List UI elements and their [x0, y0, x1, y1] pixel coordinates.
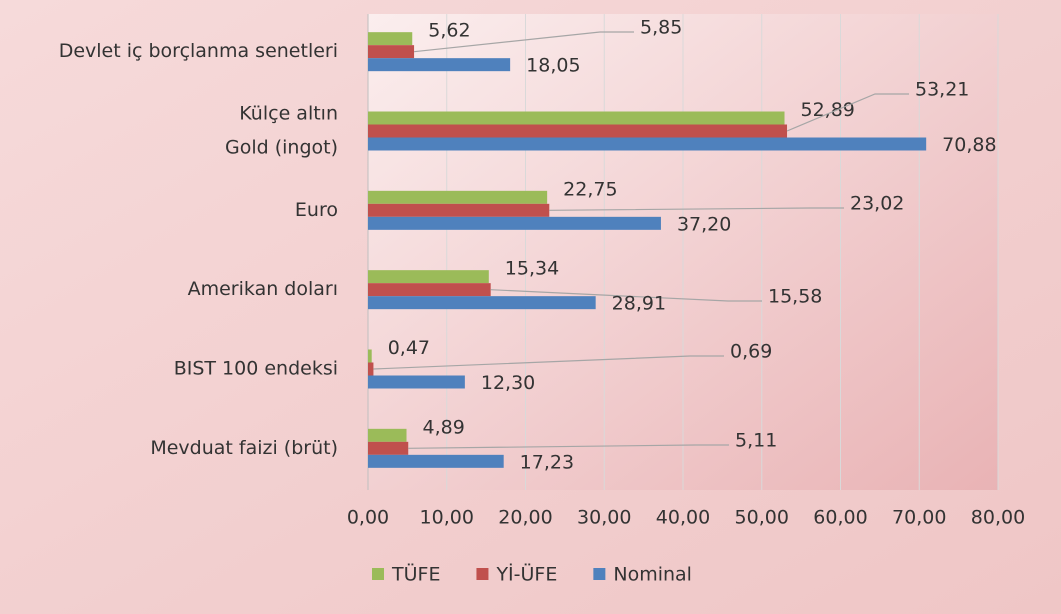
data-label: 15,58: [768, 286, 822, 308]
x-tick-label: 20,00: [498, 507, 552, 529]
data-label: 52,89: [801, 99, 855, 121]
legend-swatch: [593, 568, 606, 580]
bar: [368, 362, 374, 376]
bar: [368, 349, 372, 363]
x-tick-label: 10,00: [420, 507, 474, 529]
data-label: 0,47: [388, 337, 430, 359]
bar: [368, 124, 788, 138]
bar: [368, 283, 491, 297]
y-tick-label: Devlet iç borçlanma senetleri: [59, 40, 338, 62]
x-tick-label: 70,00: [892, 507, 946, 529]
bar: [368, 32, 413, 46]
y-tick-label: Külçe altın: [239, 103, 338, 125]
data-label: 5,11: [735, 430, 777, 452]
y-tick-label: Amerikan doları: [188, 278, 338, 300]
x-tick-label: 60,00: [813, 507, 867, 529]
legend-label: TÜFE: [391, 563, 440, 586]
bar: [368, 454, 504, 468]
leader-line: [549, 207, 844, 211]
bar: [368, 216, 661, 230]
leader-line: [414, 31, 634, 53]
x-tick-label: 0,00: [347, 507, 389, 529]
x-tick-label: 80,00: [971, 507, 1025, 529]
data-label: 5,62: [428, 20, 470, 42]
leader-line: [786, 93, 909, 132]
bar: [368, 203, 550, 217]
bar: [368, 190, 548, 204]
x-tick-label: 50,00: [735, 507, 789, 529]
y-tick-label: BIST 100 endeksi: [174, 358, 338, 380]
bar: [368, 111, 785, 125]
bar: [368, 45, 415, 59]
data-label: 12,30: [481, 372, 535, 394]
bar: [368, 58, 511, 72]
y-tick-label: Gold (ingot): [225, 137, 338, 159]
data-label: 23,02: [850, 193, 904, 215]
data-label: 37,20: [677, 213, 731, 235]
bar: [368, 428, 407, 442]
leader-line: [490, 289, 762, 302]
data-label: 4,89: [423, 416, 465, 438]
data-label: 17,23: [520, 451, 574, 473]
bar: [368, 270, 489, 284]
y-tick-label: Mevduat faizi (brüt): [150, 437, 338, 459]
x-tick-label: 40,00: [656, 507, 710, 529]
data-label: 15,34: [505, 258, 559, 280]
y-tick-label: Euro: [295, 199, 338, 221]
data-label: 18,05: [526, 55, 580, 77]
data-label: 70,88: [942, 134, 996, 156]
legend-swatch: [476, 568, 489, 580]
legend-swatch: [372, 568, 384, 580]
data-label: 0,69: [730, 341, 772, 363]
data-label: 53,21: [915, 79, 969, 101]
x-tick-label: 30,00: [577, 507, 631, 529]
leader-line: [408, 444, 729, 449]
legend-label: Yİ-ÜFE: [495, 563, 557, 586]
data-label: 5,85: [640, 17, 682, 39]
bar: [368, 296, 596, 310]
bar: [368, 137, 927, 151]
data-label: 28,91: [612, 293, 666, 315]
data-label: 22,75: [563, 178, 617, 200]
legend-label: Nominal: [613, 564, 692, 586]
leader-line: [373, 355, 724, 370]
bar: [368, 441, 409, 455]
bar: [368, 375, 465, 389]
